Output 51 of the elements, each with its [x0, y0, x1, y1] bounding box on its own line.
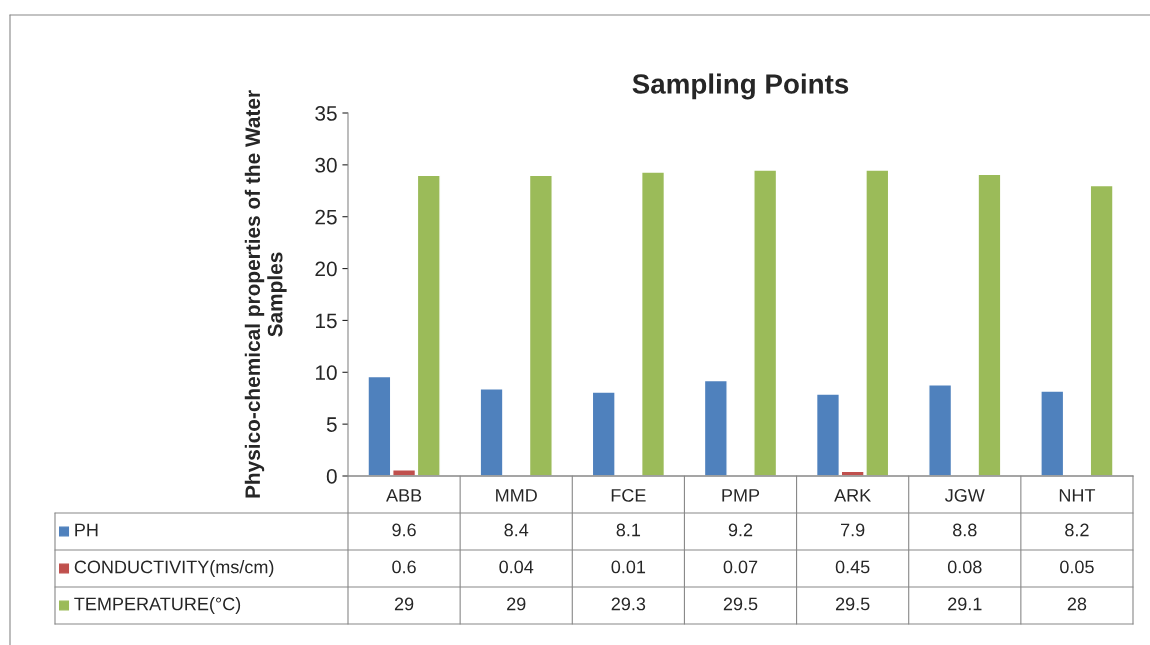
x-tick-label: ARK — [834, 489, 871, 502]
data-label: 9.6 — [392, 523, 416, 537]
y-axis-title: Physico-chemical properties of the Water Samples — [244, 90, 287, 498]
bar — [1089, 184, 1114, 476]
bar — [1040, 390, 1065, 476]
x-tick-label: FCE — [611, 488, 646, 502]
y-tick-label: 30 — [315, 157, 337, 173]
x-tick-label: PMP — [722, 489, 760, 502]
y-tick-label: 20 — [315, 261, 337, 277]
x-tick-label: ABB — [386, 489, 422, 502]
bar — [753, 169, 778, 476]
data-label: 0.01 — [611, 560, 646, 574]
bar — [928, 384, 953, 476]
chart-title: Sampling Points — [632, 73, 849, 100]
bar — [703, 379, 728, 476]
x-tick-label: MMD — [496, 489, 537, 502]
bar — [591, 391, 616, 476]
data-label: 29.5 — [835, 597, 870, 611]
data-label: 29.3 — [611, 597, 646, 611]
bar — [640, 171, 666, 476]
data-label: 0.6 — [392, 560, 416, 574]
data-label: 0.45 — [835, 560, 870, 574]
x-tick-label: NHT — [1059, 489, 1096, 502]
data-label: 8.8 — [953, 523, 977, 537]
data-label: 0.04 — [499, 560, 534, 574]
data-label: 29.1 — [948, 597, 982, 611]
data-label: 0.08 — [947, 560, 982, 574]
y-tick-label: 5 — [326, 417, 337, 432]
data-label: 9.2 — [728, 523, 753, 537]
data-label: 29.5 — [723, 597, 758, 611]
y-tick-label: 35 — [315, 106, 337, 121]
data-label: 8.1 — [616, 523, 641, 537]
data-label: 29 — [394, 597, 414, 611]
y-tick-label: 15 — [316, 313, 337, 329]
data-label: 7.9 — [841, 523, 865, 537]
x-tick-label: JGW — [945, 488, 985, 502]
bar — [479, 388, 504, 476]
legend-label: CONDUCTIVITY(ms/cm) — [74, 560, 274, 577]
legend-label: TEMPERATURE(°C) — [74, 597, 241, 614]
data-label: 0.05 — [1060, 560, 1094, 574]
y-tick-label: 0 — [326, 469, 337, 484]
data-label: 8.4 — [504, 523, 529, 537]
legend-label: PH — [75, 523, 98, 537]
bar — [528, 174, 553, 476]
y-tick-label: 25 — [315, 209, 337, 225]
y-tick-label: 10 — [316, 365, 337, 381]
data-label: 28 — [1067, 597, 1087, 611]
bar — [977, 173, 1002, 476]
data-label: 8.2 — [1065, 523, 1089, 537]
data-label: 29 — [507, 597, 526, 611]
data-label: 0.07 — [723, 560, 758, 574]
